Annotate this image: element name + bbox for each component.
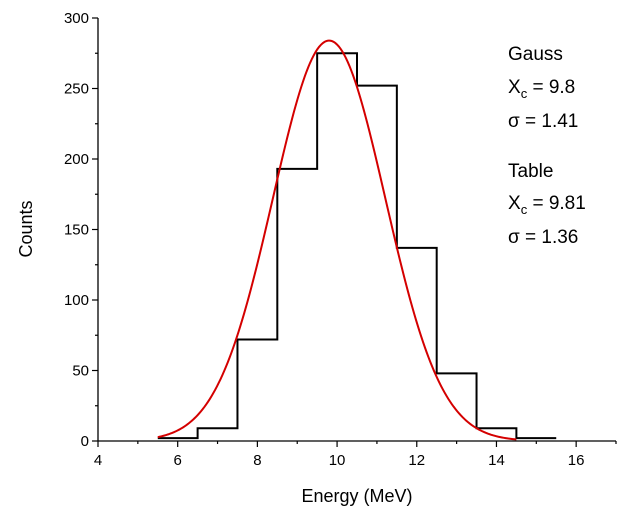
gaussian-fit-curve (157, 39, 517, 441)
x-axis-title: Energy (MeV) (301, 486, 412, 506)
x-axis-ticks (97, 441, 617, 447)
y-tick-label: 50 (72, 363, 89, 380)
table-title: Table (508, 161, 553, 182)
y-axis-ticks (92, 17, 98, 442)
x-tick-label: 12 (408, 452, 425, 469)
x-tick-label: 14 (488, 452, 505, 469)
gauss-sigma-label: σ = 1.41 (508, 111, 578, 132)
gauss-xc-label: Xc = 9.8 (508, 77, 575, 101)
x-tick-label: 4 (94, 452, 102, 469)
y-axis-title: Counts (16, 200, 36, 257)
y-tick-label: 100 (64, 292, 89, 309)
x-tick-label: 8 (253, 452, 261, 469)
table-annotation: Table Xc = 9.81 σ = 1.36 (508, 161, 586, 248)
gauss-annotation: Gauss Xc = 9.8 σ = 1.41 (508, 44, 578, 132)
x-tick-label: 16 (568, 452, 585, 469)
y-tick-label: 250 (64, 81, 89, 98)
gauss-title: Gauss (508, 44, 563, 65)
table-xc-label: Xc = 9.81 (508, 193, 586, 217)
histogram-outline (157, 52, 557, 440)
y-tick-label: 300 (64, 10, 89, 27)
y-tick-label: 150 (64, 222, 89, 239)
y-tick-label: 200 (64, 151, 89, 168)
y-axis-tick-labels: 0 50 100 150 200 250 300 (64, 10, 89, 450)
table-sigma-label: σ = 1.36 (508, 227, 578, 248)
x-tick-label: 10 (329, 452, 346, 469)
y-tick-label: 0 (81, 433, 89, 450)
x-axis-tick-labels: 4 6 8 10 12 14 16 (94, 452, 585, 469)
x-tick-label: 6 (174, 452, 182, 469)
